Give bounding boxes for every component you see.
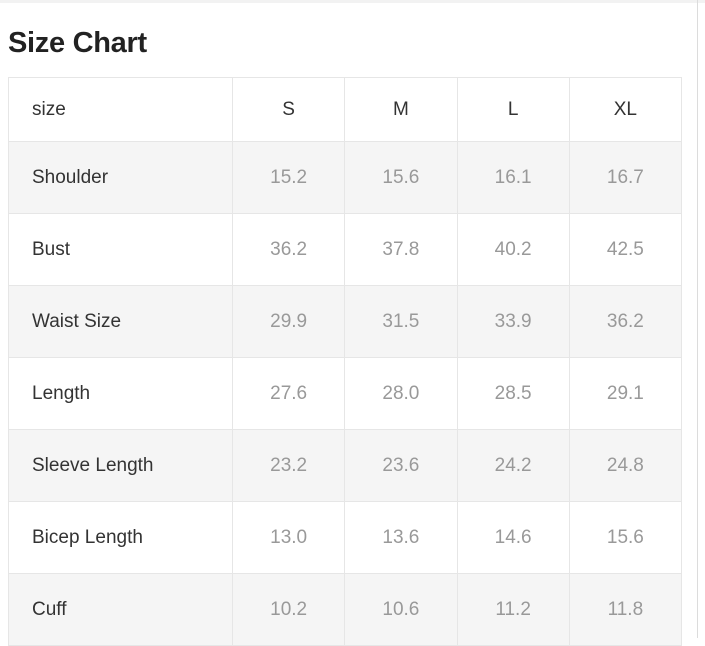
table-row: Shoulder 15.2 15.6 16.1 16.7 — [8, 141, 683, 214]
table-row-cell: 29.9 — [231, 285, 346, 358]
page-title: Size Chart — [8, 27, 147, 59]
table-row-cell: 15.2 — [231, 141, 346, 214]
header-row-cell: XL — [568, 77, 683, 142]
table-row-cell: 24.8 — [568, 429, 683, 502]
table-row-cell: 16.7 — [568, 141, 683, 214]
table-row-cell: 13.6 — [344, 501, 458, 574]
table-row-cell: 14.6 — [456, 501, 570, 574]
table-row: Waist Size 29.9 31.5 33.9 36.2 — [8, 285, 683, 358]
table-row-cell: 23.2 — [231, 429, 346, 502]
table-row-cell: 28.0 — [344, 357, 458, 430]
header-row-cell: S — [231, 77, 346, 142]
table-row-cell: 16.1 — [456, 141, 570, 214]
table-row-label: Shoulder — [8, 141, 233, 214]
top-divider — [0, 0, 705, 3]
table-row-cell: 36.2 — [231, 213, 346, 286]
table-row-cell: 28.5 — [456, 357, 570, 430]
table-row-label: Bicep Length — [8, 501, 233, 574]
table-row-label: Bust — [8, 213, 233, 286]
table-row-label: Length — [8, 357, 233, 430]
table-row-cell: 24.2 — [456, 429, 570, 502]
table-row-label: Cuff — [8, 573, 233, 646]
table-row-cell: 11.2 — [456, 573, 570, 646]
table-row-cell: 23.6 — [344, 429, 458, 502]
table-row-cell: 36.2 — [568, 285, 683, 358]
table-row: Length 27.6 28.0 28.5 29.1 — [8, 357, 683, 430]
header-row-cell: M — [344, 77, 458, 142]
table-row-cell: 33.9 — [456, 285, 570, 358]
table-row-cell: 40.2 — [456, 213, 570, 286]
size-chart-table: size S M L XL Shoulder 15.2 15.6 16.1 16.7 Bust 36.… — [8, 77, 683, 646]
table-row-cell: 15.6 — [344, 141, 458, 214]
header-row-cell: L — [456, 77, 570, 142]
table-row-cell: 37.8 — [344, 213, 458, 286]
right-divider — [697, 0, 698, 638]
header-row: size S M L XL — [8, 77, 683, 142]
table-row: Cuff 10.2 10.6 11.2 11.8 — [8, 573, 683, 646]
header-row-label: size — [8, 77, 233, 142]
table-row: Sleeve Length 23.2 23.6 24.2 24.8 — [8, 429, 683, 502]
table-row-cell: 10.6 — [344, 573, 458, 646]
table-row-cell: 27.6 — [231, 357, 346, 430]
table-row: Bust 36.2 37.8 40.2 42.5 — [8, 213, 683, 286]
table-row-cell: 42.5 — [568, 213, 683, 286]
table-row-cell: 15.6 — [568, 501, 683, 574]
table-row-cell: 13.0 — [231, 501, 346, 574]
table-row-label: Sleeve Length — [8, 429, 233, 502]
table-row: Bicep Length 13.0 13.6 14.6 15.6 — [8, 501, 683, 574]
table-row-cell: 11.8 — [568, 573, 683, 646]
table-row-cell: 29.1 — [568, 357, 683, 430]
table-row-cell: 10.2 — [231, 573, 346, 646]
table-row-cell: 31.5 — [344, 285, 458, 358]
table-row-label: Waist Size — [8, 285, 233, 358]
